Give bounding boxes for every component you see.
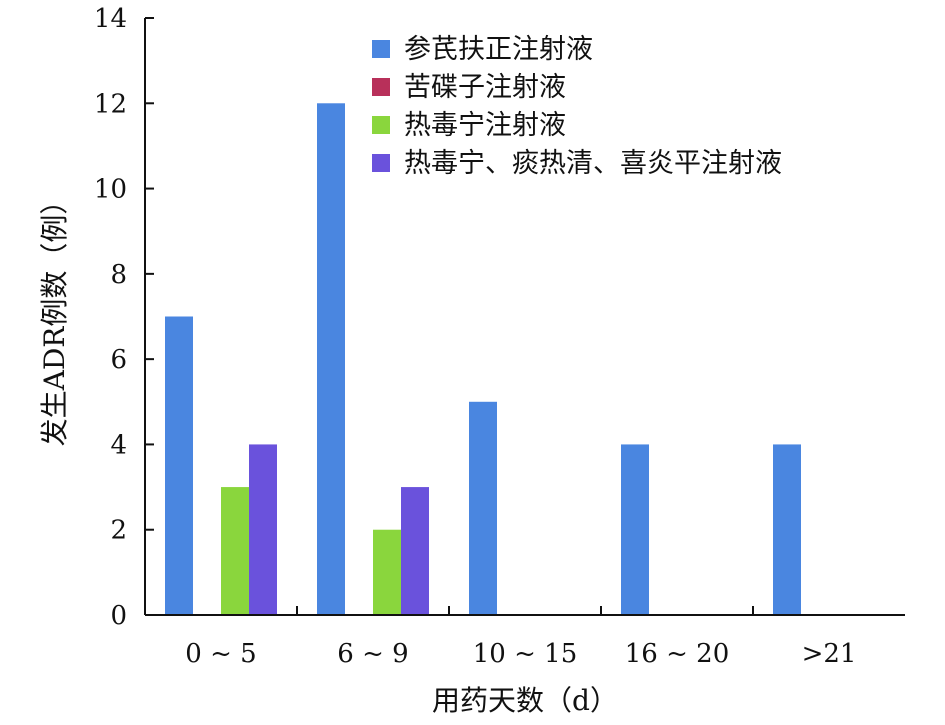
legend-swatch	[372, 40, 390, 58]
x-tick-label: 6 ~ 9	[337, 639, 408, 669]
bar-3-2	[373, 529, 401, 615]
bar-4-2	[401, 487, 429, 615]
y-axis-title: 发生ADR例数（例）	[38, 187, 71, 447]
y-ticks: 0 2 4 6 8 10 12 14	[94, 4, 154, 631]
x-ticks: 0 ~ 5 6 ~ 9 10 ~ 15 16 ~ 20 >21	[185, 606, 856, 669]
bar-1-1	[165, 316, 193, 615]
bar-1-3	[469, 401, 497, 615]
y-tick-label: 14	[94, 4, 127, 34]
x-tick-label: 0 ~ 5	[185, 639, 256, 669]
bar-1-4	[621, 444, 649, 615]
x-tick-label: 16 ~ 20	[625, 639, 729, 669]
axes-layer	[144, 18, 905, 616]
bar-1-5	[773, 444, 801, 615]
legend-swatch	[372, 78, 390, 96]
bars-layer	[165, 103, 801, 616]
legend-label: 参芪扶正注射液	[404, 34, 593, 65]
bar-4-1	[249, 444, 277, 615]
legend-label: 热毒宁注射液	[404, 110, 566, 141]
legend-label: 苦碟子注射液	[404, 72, 566, 103]
x-tick-label: 10 ~ 15	[473, 639, 577, 669]
bar-1-2	[317, 103, 345, 616]
x-tick-label: >21	[802, 639, 857, 669]
y-tick-label: 12	[94, 89, 127, 119]
y-tick-label: 0	[110, 601, 127, 631]
y-tick-label: 2	[110, 516, 127, 546]
legend-swatch	[372, 154, 390, 172]
x-axis-title: 用药天数（d）	[432, 684, 618, 717]
y-tick-label: 4	[110, 430, 127, 460]
legend-label: 热毒宁、痰热清、喜炎平注射液	[404, 148, 782, 179]
y-tick-label: 8	[110, 260, 127, 290]
y-tick-label: 10	[94, 175, 127, 205]
legend-swatch	[372, 116, 390, 134]
bar-3-1	[221, 487, 249, 615]
y-tick-label: 6	[110, 345, 127, 375]
